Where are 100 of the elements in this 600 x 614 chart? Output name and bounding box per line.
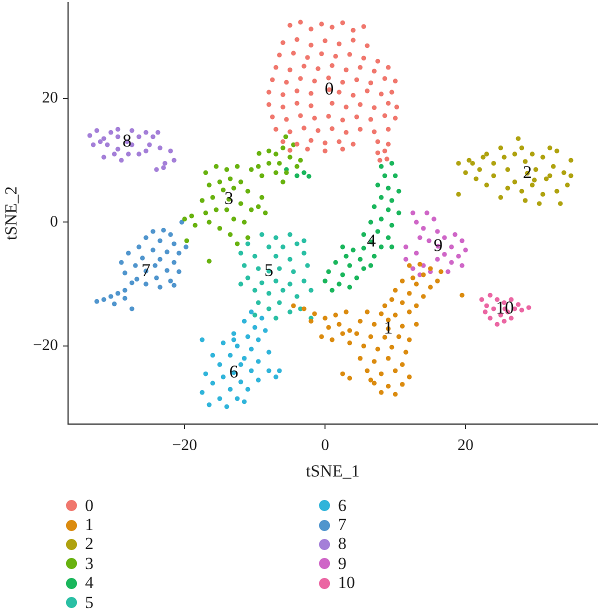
point [179,220,184,225]
point [494,297,500,302]
legend-label: 6 [338,496,346,516]
point [256,378,261,382]
point [378,244,384,250]
point [122,296,128,301]
point [512,180,518,184]
y-tick-label: 0 [50,213,58,230]
point [508,316,514,321]
point [144,235,148,240]
point [252,288,258,293]
point [242,263,247,268]
point [386,207,391,212]
legend-label: 3 [85,554,94,574]
point [336,282,342,286]
point [378,195,384,200]
point [502,318,507,324]
point [389,198,394,203]
point [228,232,233,237]
point [302,238,306,244]
point [294,241,300,246]
point [122,270,128,276]
point [442,252,447,257]
point [432,216,436,222]
point [280,180,286,184]
point [288,282,292,286]
point [242,220,247,225]
point [322,278,328,284]
annotation: 3 [224,188,234,208]
point [547,173,552,178]
point [466,158,472,163]
point [214,207,219,212]
point [168,148,173,154]
point [435,256,440,262]
point [203,371,208,376]
point [368,220,374,225]
point [302,278,306,284]
point [245,241,250,246]
point [372,204,377,210]
point [134,276,140,282]
point [484,182,490,188]
point [274,152,278,156]
legend-label: 0 [85,496,94,516]
point [168,232,173,237]
point [277,368,282,374]
point [206,220,212,225]
point [277,160,282,166]
legend-label: 7 [338,515,346,536]
point [176,269,182,274]
point [435,229,440,234]
point [266,160,272,166]
point [200,198,205,203]
point [498,145,504,150]
point [252,325,258,330]
point [224,404,230,410]
point [259,280,264,286]
point [231,216,236,222]
point [421,226,426,231]
point [158,284,162,290]
point [266,290,272,296]
annotation: 9 [434,235,443,256]
point [277,266,282,272]
point [410,266,416,272]
legend-label: 1 [85,515,94,536]
point [94,299,100,304]
point [446,269,450,274]
point [288,310,292,314]
point [274,374,278,380]
point [126,152,131,156]
point [482,310,488,314]
point [302,170,306,176]
point [115,134,120,140]
point [375,229,380,234]
point [206,182,212,188]
point [350,248,356,252]
point [203,210,208,216]
point [463,248,468,252]
point [516,136,521,141]
point [164,249,170,254]
point [361,266,366,272]
point [568,158,574,163]
point [386,186,391,191]
point [333,260,338,265]
point [274,235,278,240]
point [554,148,560,154]
point [277,300,282,306]
point [248,167,254,172]
point [389,222,394,228]
point [234,344,240,348]
point [256,164,261,169]
point [274,316,278,321]
point [238,180,244,184]
point [189,214,194,218]
point [547,145,552,150]
point [330,288,334,293]
point [217,226,222,231]
point [206,402,212,408]
point [136,244,142,250]
point [358,256,363,262]
point [414,220,419,225]
